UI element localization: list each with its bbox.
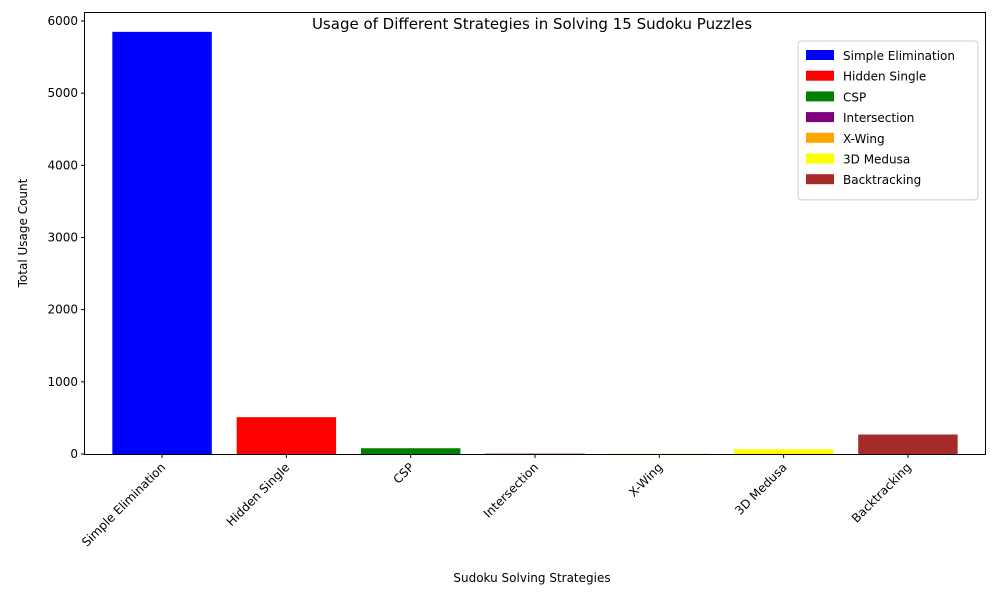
y-axis-ticks: 0 1000 2000 3000 4000 5000 6000 [47,14,85,461]
y-tick-label: 3000 [47,231,78,245]
y-tick-label: 0 [70,447,78,461]
y-tick-label: 2000 [47,303,78,317]
bar-hidden-single [237,417,336,454]
bar-3d-medusa [734,449,833,454]
legend-label: Hidden Single [843,70,926,84]
legend-swatch [806,154,834,164]
chart-title: Usage of Different Strategies in Solving… [312,15,752,33]
y-axis-label: Total Usage Count [16,178,30,288]
legend-label: X-Wing [843,132,885,146]
legend-swatch [806,50,834,60]
legend-label: 3D Medusa [843,153,910,167]
legend-label: Backtracking [843,173,921,187]
x-tick-label: Simple Elimination [79,460,168,549]
legend-swatch [806,133,834,143]
legend: Simple Elimination Hidden Single CSP Inters… [798,41,978,200]
legend-swatch [806,91,834,101]
x-tick-label: Backtracking [849,460,914,525]
legend-swatch [806,71,834,81]
y-tick-label: 5000 [47,86,78,100]
legend-label: Intersection [843,111,914,125]
y-tick-label: 1000 [47,375,78,389]
x-tick-label: X-Wing [626,460,665,499]
x-tick-label: 3D Medusa [732,460,789,517]
bar-simple-elimination [112,32,211,454]
x-axis-label: Sudoku Solving Strategies [453,571,610,585]
x-tick-label: Intersection [481,460,541,520]
y-tick-label: 4000 [47,158,78,172]
y-tick-label: 6000 [47,14,78,28]
x-tick-label: Hidden Single [224,460,293,529]
x-axis-ticks: Simple Elimination Hidden Single CSP Inters… [79,454,914,549]
legend-label: Simple Elimination [843,49,955,63]
legend-swatch [806,112,834,122]
legend-label: CSP [843,90,866,104]
bar-csp [361,448,460,454]
x-tick-label: CSP [390,460,416,486]
legend-swatch [806,174,834,184]
bar-backtracking [858,435,957,454]
